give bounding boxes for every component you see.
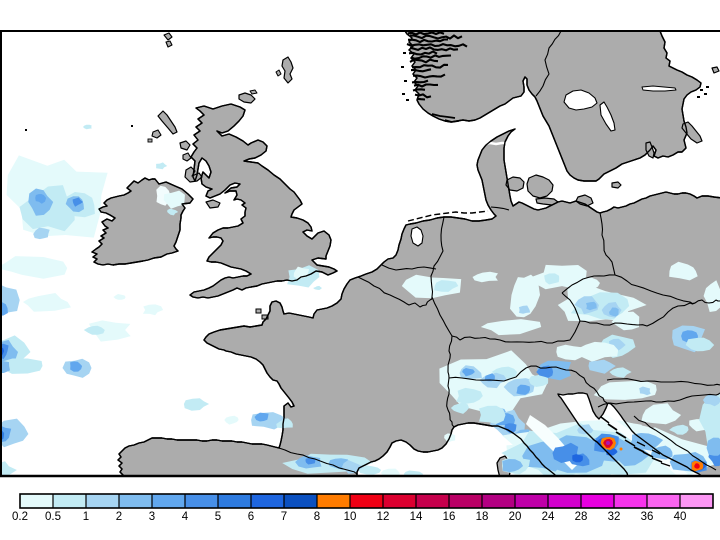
svg-text:24: 24 bbox=[542, 511, 555, 523]
svg-text:36: 36 bbox=[641, 511, 654, 523]
svg-text:28: 28 bbox=[575, 511, 588, 523]
svg-text:18: 18 bbox=[476, 511, 489, 523]
svg-text:3: 3 bbox=[149, 511, 155, 523]
svg-text:6: 6 bbox=[248, 511, 254, 523]
svg-text:8: 8 bbox=[314, 511, 320, 523]
svg-text:7: 7 bbox=[281, 511, 287, 523]
svg-text:16: 16 bbox=[443, 511, 456, 523]
svg-text:12: 12 bbox=[377, 511, 390, 523]
svg-text:4: 4 bbox=[182, 511, 189, 523]
svg-text:14: 14 bbox=[410, 511, 423, 523]
svg-text:20: 20 bbox=[509, 511, 522, 523]
svg-text:10: 10 bbox=[344, 511, 357, 523]
svg-text:1: 1 bbox=[83, 511, 89, 523]
svg-text:2: 2 bbox=[116, 511, 122, 523]
svg-text:5: 5 bbox=[215, 511, 221, 523]
svg-text:40: 40 bbox=[674, 511, 687, 523]
svg-text:0.2: 0.2 bbox=[12, 511, 28, 523]
svg-text:0.5: 0.5 bbox=[45, 511, 61, 523]
svg-text:32: 32 bbox=[608, 511, 621, 523]
